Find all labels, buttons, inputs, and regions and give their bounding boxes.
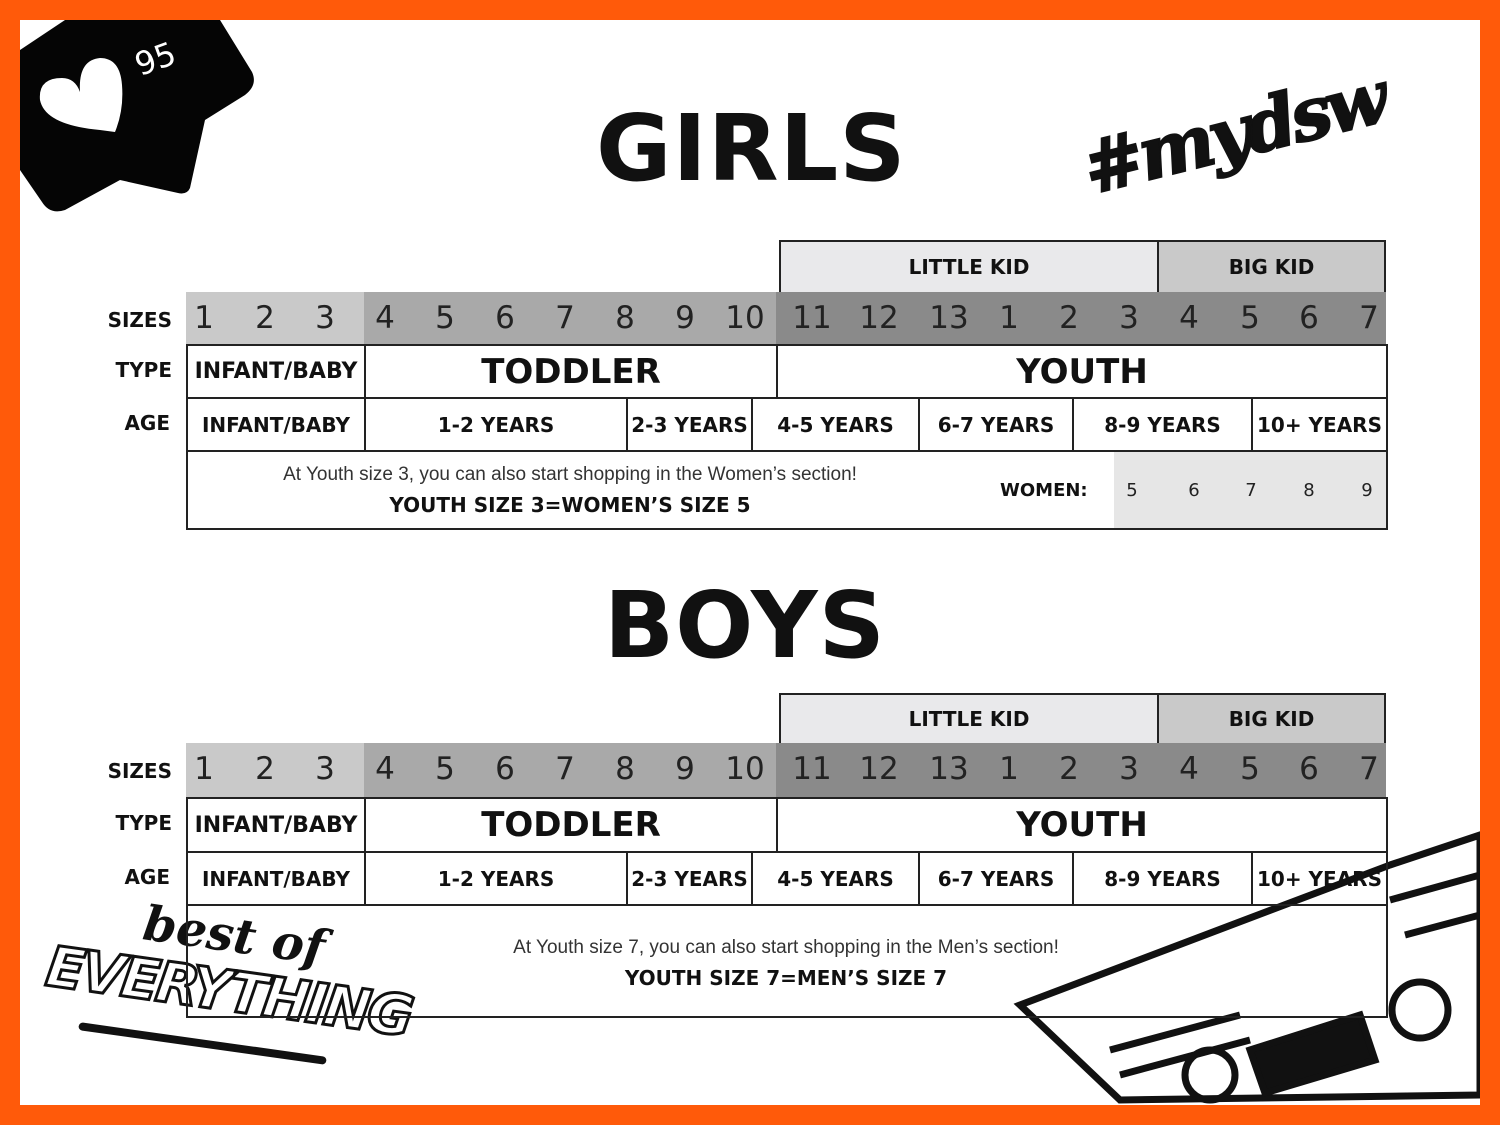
size-value: 3 (1119, 751, 1139, 787)
women-size-value: 7 (1245, 480, 1257, 501)
size-value: 2 (1059, 300, 1079, 336)
age-cell: 10+ YEARS (1251, 397, 1388, 452)
type-cell: YOUTH (776, 344, 1388, 399)
age-cell: 8-9 YEARS (1072, 397, 1253, 452)
size-value: 10 (725, 300, 765, 336)
age-cell: 4-5 YEARS (751, 397, 920, 452)
big-kid-header: BIG KID (1157, 240, 1386, 294)
size-value: 1 (194, 751, 214, 787)
sizes-band-youth (776, 292, 1386, 344)
size-value: 6 (495, 751, 515, 787)
age-cell: 6-7 YEARS (918, 851, 1074, 906)
cassette-tape-icon (1013, 831, 1480, 1104)
size-value: 8 (615, 300, 635, 336)
size-value: 4 (375, 300, 395, 336)
size-value: 12 (859, 751, 899, 787)
type-cell: TODDLER (364, 344, 778, 399)
chart-title: GIRLS (596, 95, 907, 202)
age-cell: INFANT/BABY (186, 851, 366, 906)
size-value: 10 (725, 751, 765, 787)
size-value: 1 (999, 751, 1019, 787)
size-value: 3 (315, 751, 335, 787)
row-label-sizes: SIZES (107, 308, 172, 332)
size-value: 7 (1359, 300, 1379, 336)
women-sizes-band (1114, 452, 1386, 528)
age-cell: INFANT/BABY (186, 397, 366, 452)
size-value: 4 (375, 751, 395, 787)
size-value: 11 (792, 751, 832, 787)
women-size-value: 6 (1188, 480, 1200, 501)
type-cell: INFANT/BABY (186, 797, 366, 853)
size-value: 2 (1059, 751, 1079, 787)
size-value: 3 (1119, 300, 1139, 336)
size-chart-canvas: 95 #mydsw best of EVERYTHING GIRLS LITTLE… (20, 20, 1480, 1105)
age-cell: 2-3 YEARS (626, 397, 753, 452)
note-bold-text: YOUTH SIZE 7=MEN’S SIZE 7 (624, 966, 948, 990)
little-kid-header: LITTLE KID (779, 693, 1159, 745)
row-label-sizes: SIZES (107, 759, 172, 783)
women-size-value: 9 (1361, 480, 1373, 501)
size-value: 2 (255, 300, 275, 336)
size-value: 7 (1359, 751, 1379, 787)
size-value: 8 (615, 751, 635, 787)
age-cell: 4-5 YEARS (751, 851, 920, 906)
row-label-type: TYPE (115, 358, 172, 382)
heart-icon (39, 58, 123, 132)
likes-badge (20, 20, 254, 212)
note-box (186, 904, 1388, 1018)
women-size-value: 5 (1126, 480, 1138, 501)
note-text: At Youth size 3, you can also start shop… (283, 464, 857, 485)
chart-title: BOYS (604, 572, 886, 679)
big-kid-header: BIG KID (1157, 693, 1386, 745)
row-label-age: AGE (124, 865, 170, 889)
size-value: 7 (555, 751, 575, 787)
age-cell: 6-7 YEARS (918, 397, 1074, 452)
women-label: WOMEN: (1000, 480, 1088, 501)
age-cell: 8-9 YEARS (1072, 851, 1253, 906)
age-cell: 2-3 YEARS (626, 851, 753, 906)
size-value: 13 (929, 751, 969, 787)
size-value: 11 (792, 300, 832, 336)
size-value: 1 (999, 300, 1019, 336)
sizes-band-toddler (364, 743, 776, 797)
size-value: 5 (1240, 751, 1260, 787)
size-value: 7 (555, 300, 575, 336)
sizes-band-youth (776, 743, 1386, 797)
sizes-band-infant (186, 292, 364, 344)
type-cell: TODDLER (364, 797, 778, 853)
size-value: 5 (435, 751, 455, 787)
size-value: 4 (1179, 300, 1199, 336)
size-value: 4 (1179, 751, 1199, 787)
size-value: 9 (675, 751, 695, 787)
size-value: 9 (675, 300, 695, 336)
age-cell: 10+ YEARS (1251, 851, 1388, 906)
size-value: 13 (929, 300, 969, 336)
size-value: 3 (315, 300, 335, 336)
note-box (186, 450, 1388, 530)
type-cell: YOUTH (776, 797, 1388, 853)
row-label-type: TYPE (115, 811, 172, 835)
row-label-age: AGE (124, 411, 170, 435)
age-cell: 1-2 YEARS (364, 397, 628, 452)
size-value: 5 (435, 300, 455, 336)
age-cell: 1-2 YEARS (364, 851, 628, 906)
size-value: 2 (255, 751, 275, 787)
note-bold-text: YOUTH SIZE 3=WOMEN’S SIZE 5 (389, 493, 751, 517)
sizes-band-toddler (364, 292, 776, 344)
note-text: At Youth size 7, you can also start shop… (513, 937, 1059, 958)
size-value: 6 (495, 300, 515, 336)
size-value: 6 (1299, 751, 1319, 787)
women-size-value: 8 (1303, 480, 1315, 501)
little-kid-header: LITTLE KID (779, 240, 1159, 294)
sizes-band-infant (186, 743, 364, 797)
type-cell: INFANT/BABY (186, 344, 366, 399)
size-value: 6 (1299, 300, 1319, 336)
hashtag-logo: #mydsw (1073, 53, 1394, 212)
size-value: 1 (194, 300, 214, 336)
size-value: 12 (859, 300, 899, 336)
size-value: 5 (1240, 300, 1260, 336)
